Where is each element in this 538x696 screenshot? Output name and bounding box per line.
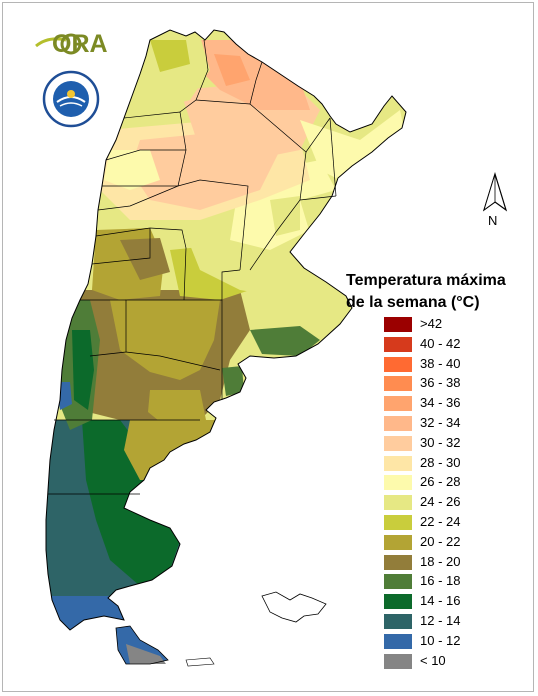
- legend-swatch: [384, 376, 412, 392]
- north-arrow-icon: [482, 172, 508, 212]
- legend-title: Temperatura máxima de la semana (°C): [346, 272, 506, 311]
- legend-label: 38 - 40: [420, 355, 461, 371]
- ora-logo-text: ORA: [52, 30, 108, 58]
- north-letter: N: [488, 213, 498, 228]
- legend-swatch: [384, 633, 412, 649]
- legend-swatch: [384, 594, 412, 610]
- legend-label: 22 - 24: [420, 514, 461, 529]
- legend-label: 16 - 18: [420, 573, 461, 589]
- legend-swatch: [384, 515, 412, 530]
- legend-label: 36 - 38: [420, 375, 461, 391]
- legend-swatch: [384, 574, 412, 590]
- legend-label: >42: [420, 316, 443, 331]
- legend-swatch: [384, 475, 412, 491]
- legend-swatch: [384, 554, 412, 570]
- ora-logo: ORA: [36, 28, 108, 58]
- legend-swatch: [384, 336, 412, 352]
- smn-seal-icon: [42, 70, 100, 128]
- legend-swatch: [384, 614, 412, 629]
- legend-label: 28 - 30: [420, 454, 461, 470]
- legend-label: 12 - 14: [420, 613, 461, 628]
- legend-swatch: [384, 435, 412, 451]
- legend-label: < 10: [420, 652, 446, 668]
- legend-swatch: [384, 416, 412, 431]
- legend-swatch: [384, 356, 412, 372]
- legend-label: 10 - 12: [420, 632, 461, 648]
- legend-label: 30 - 32: [420, 434, 461, 450]
- legend-label: 20 - 22: [420, 533, 461, 549]
- legend-label: 24 - 26: [420, 494, 461, 510]
- legend-swatch: [384, 396, 412, 412]
- legend-label: 14 - 16: [420, 593, 461, 609]
- legend-label: 34 - 36: [420, 395, 461, 411]
- legend-swatch: [384, 495, 412, 511]
- legend-swatch: [384, 534, 412, 550]
- legend-label: 18 - 20: [420, 553, 461, 569]
- legend-label: 32 - 34: [420, 415, 461, 430]
- legend-swatch: [384, 653, 412, 669]
- legend-swatch: [384, 455, 412, 471]
- legend-swatch: [384, 317, 412, 332]
- legend-label: 26 - 28: [420, 474, 461, 490]
- legend-label: 40 - 42: [420, 335, 461, 351]
- ora-logo-o: [60, 33, 82, 55]
